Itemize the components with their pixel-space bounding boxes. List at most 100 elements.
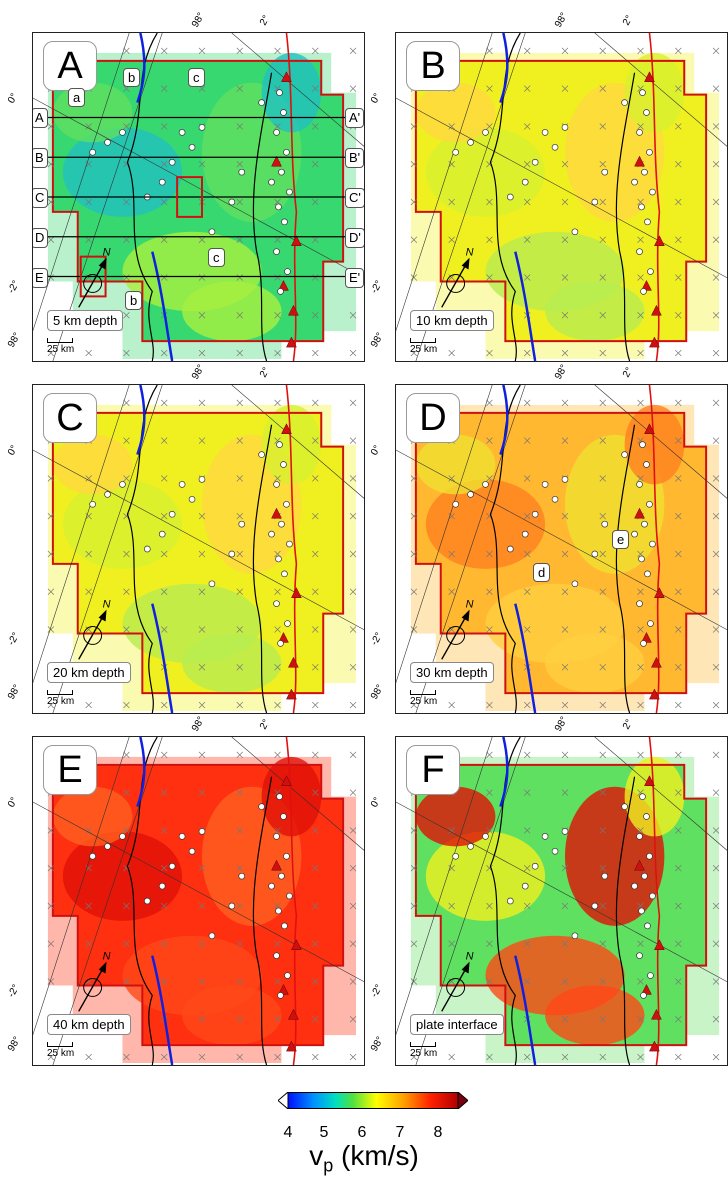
volcano-marker bbox=[649, 336, 660, 348]
grid-node-marker bbox=[675, 864, 682, 872]
earthquake-hypocenter bbox=[281, 922, 288, 930]
volcano-marker bbox=[286, 1040, 297, 1052]
anomaly-label: e bbox=[612, 530, 630, 549]
grid-node-marker bbox=[486, 274, 493, 281]
grid-node-marker bbox=[712, 701, 720, 709]
grid-node-marker bbox=[274, 827, 281, 834]
grid-node-marker bbox=[637, 123, 644, 130]
grid-node-marker bbox=[599, 47, 606, 55]
earthquake-hypocenter bbox=[467, 843, 474, 850]
earthquake-hypocenter bbox=[649, 540, 656, 548]
north-arrow-icon bbox=[441, 965, 469, 1012]
scale-bar-line bbox=[47, 690, 73, 695]
volcano-marker bbox=[291, 235, 302, 246]
grid-node-marker bbox=[349, 475, 357, 482]
volcano-marker bbox=[651, 1008, 662, 1020]
grid-node-marker bbox=[236, 664, 243, 671]
grid-node-marker bbox=[123, 47, 130, 55]
earthquake-hypocenter bbox=[636, 248, 643, 255]
earthquake-hypocenter bbox=[104, 491, 111, 498]
grid-node-marker bbox=[274, 47, 281, 55]
grid-node-marker bbox=[312, 664, 319, 671]
earthquake-hypocenter bbox=[521, 178, 529, 186]
earthquake-hypocenter bbox=[268, 882, 275, 890]
grid-node-marker bbox=[523, 475, 531, 482]
grid-node-marker bbox=[236, 940, 243, 947]
depth-label: plate interface bbox=[410, 1014, 504, 1035]
scale-bar: 25 km bbox=[47, 338, 74, 355]
fault-trace-blue bbox=[151, 603, 174, 713]
grid-node-marker bbox=[312, 827, 319, 834]
scale-bar-label: 25 km bbox=[47, 344, 75, 355]
grid-node-marker bbox=[410, 349, 418, 357]
grid-node-marker bbox=[523, 626, 531, 633]
grid-node-marker bbox=[349, 664, 357, 671]
earthquake-hypocenter bbox=[531, 862, 539, 870]
earthquake-hypocenter bbox=[541, 481, 549, 488]
anomaly-label: c bbox=[188, 68, 205, 87]
grid-node-marker bbox=[712, 349, 720, 357]
grid-node-marker bbox=[712, 160, 720, 168]
earthquake-hypocenter bbox=[551, 143, 559, 151]
coastline bbox=[615, 776, 636, 1065]
coordinate-tick-label: 2° bbox=[621, 717, 636, 732]
grid-node-marker bbox=[599, 701, 606, 709]
panel-letter: D bbox=[406, 393, 460, 443]
coordinate-tick-label: 98° bbox=[6, 330, 24, 350]
earthquake-hypocenter bbox=[649, 188, 656, 196]
grid-node-marker bbox=[486, 751, 493, 759]
fault-trace-blue bbox=[514, 251, 537, 361]
colorbar-tick-label: 8 bbox=[433, 1124, 443, 1141]
grid-node-marker bbox=[160, 864, 168, 872]
coordinate-tick-label: -2° bbox=[6, 278, 22, 296]
velocity-anomaly bbox=[52, 786, 133, 847]
earthquake-hypocenter bbox=[276, 89, 283, 96]
grid-node-marker bbox=[349, 512, 357, 520]
grid-node-marker bbox=[312, 751, 319, 759]
earthquake-hypocenter bbox=[541, 129, 549, 136]
earthquake-hypocenter bbox=[275, 555, 282, 563]
grid-node-marker bbox=[637, 978, 644, 985]
grid-node-marker bbox=[561, 626, 569, 633]
grid-node-marker bbox=[637, 312, 644, 319]
grid-node-marker bbox=[523, 349, 531, 357]
panel-letter: C bbox=[43, 393, 97, 443]
profile-label-end: B' bbox=[345, 148, 364, 168]
grid-node-marker bbox=[123, 236, 130, 243]
grid-node-marker bbox=[85, 349, 92, 357]
grid-node-marker bbox=[236, 437, 243, 444]
grid-node-marker bbox=[85, 864, 92, 872]
coordinate-tick-label: 2° bbox=[621, 13, 636, 28]
grid-node-marker bbox=[274, 751, 281, 759]
grid-node-marker bbox=[486, 940, 493, 947]
grid-node-marker bbox=[561, 236, 569, 243]
grid-node-marker bbox=[523, 47, 531, 55]
earthquake-hypocenter bbox=[89, 500, 96, 508]
earthquake-hypocenter bbox=[640, 992, 647, 999]
earthquake-hypocenter bbox=[467, 139, 474, 146]
grid-node-marker bbox=[160, 47, 168, 55]
grid-node-marker bbox=[712, 827, 720, 834]
coordinate-tick-label: 0° bbox=[6, 443, 21, 458]
graticule-line bbox=[52, 385, 163, 713]
earthquake-hypocenter bbox=[639, 441, 646, 448]
grid-node-marker bbox=[274, 588, 281, 595]
grid-node-marker bbox=[486, 701, 493, 709]
grid-node-marker bbox=[561, 864, 569, 872]
velocity-anomaly bbox=[182, 633, 282, 694]
grid-node-marker bbox=[523, 236, 531, 243]
depth-label: 40 km depth bbox=[47, 1014, 131, 1035]
grid-node-marker bbox=[349, 47, 357, 55]
earthquake-hypocenter bbox=[467, 491, 474, 498]
north-arrow-icon bbox=[441, 261, 469, 308]
fault-trace-red bbox=[648, 33, 661, 361]
north-arrow-head-icon bbox=[98, 257, 107, 270]
grid-node-marker bbox=[47, 902, 55, 910]
earthquake-hypocenter bbox=[168, 158, 176, 166]
grid-node-marker bbox=[561, 198, 569, 206]
graticule-line bbox=[594, 33, 727, 147]
earthquake-hypocenter bbox=[643, 461, 650, 468]
earthquake-hypocenter bbox=[104, 843, 111, 850]
grid-node-marker bbox=[198, 274, 206, 281]
graticule-line bbox=[231, 737, 364, 851]
